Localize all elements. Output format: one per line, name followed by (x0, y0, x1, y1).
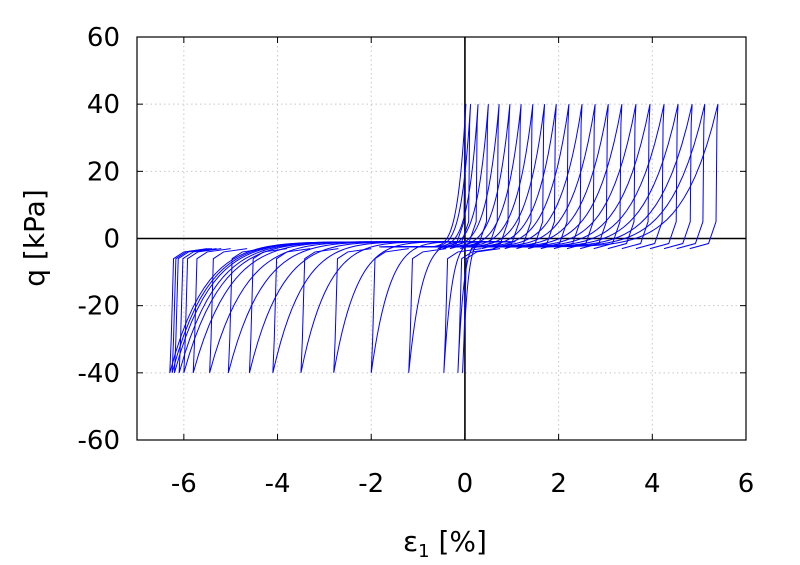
x-tick-label: 6 (738, 469, 755, 499)
y-tick-labels: -60 -40 -20 0 20 40 60 (78, 23, 120, 456)
x-tick-label: -4 (265, 469, 291, 499)
x-tick-label: -6 (171, 469, 197, 499)
x-tick-label: 2 (550, 469, 567, 499)
compression-loop (383, 104, 679, 250)
compression-loop (387, 104, 637, 250)
x-tick-label: -2 (358, 469, 384, 499)
compression-loop (379, 104, 719, 250)
extension-loop (462, 241, 501, 373)
y-tick-label: -40 (78, 359, 120, 389)
extension-loop (171, 241, 515, 373)
y-tick-label: -60 (78, 426, 120, 456)
x-tick-label: 4 (644, 469, 661, 499)
zero-axes (137, 37, 746, 440)
y-tick-label: 0 (103, 225, 120, 255)
extension-loop (272, 241, 503, 373)
y-tick-label: 60 (87, 23, 120, 53)
compression-loop (390, 104, 609, 250)
extension-loop (169, 241, 516, 373)
extension-loop (408, 241, 498, 373)
y-tick-label: -20 (78, 292, 120, 322)
y-axis-title: q [kPa] (18, 189, 51, 287)
extension-loop (370, 241, 499, 373)
stress-strain-series (169, 104, 719, 373)
compression-loop (386, 104, 651, 250)
extension-loop (443, 241, 496, 373)
x-tick-label: 0 (457, 469, 474, 499)
x-axis-title: ε1 [%] (403, 525, 487, 562)
x-tick-labels: -6 -4 -2 0 2 4 6 (171, 469, 754, 499)
y-tick-label: 20 (87, 157, 120, 187)
tick-marks (137, 36, 747, 441)
y-tick-label: 40 (87, 90, 120, 120)
compression-loop (408, 104, 467, 250)
compression-loop (404, 104, 489, 250)
compression-loop (384, 104, 665, 250)
compression-loop (389, 104, 623, 250)
